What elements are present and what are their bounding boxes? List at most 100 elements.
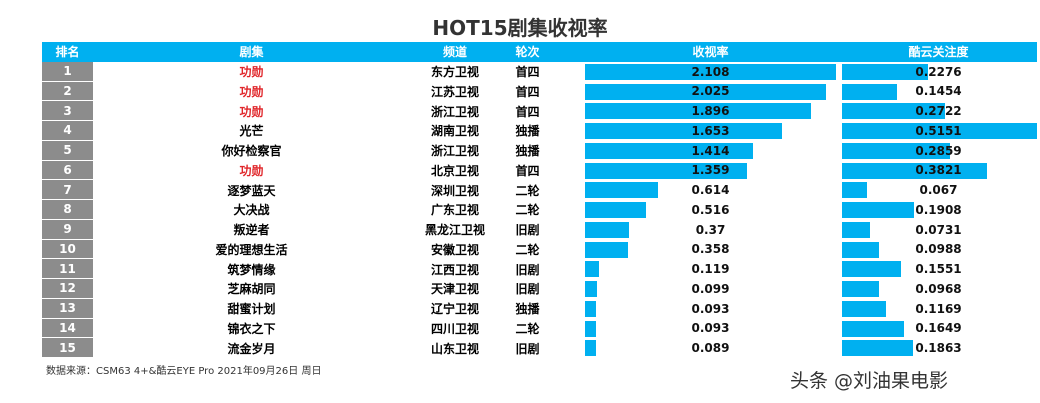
cell-rate: 0.358 xyxy=(583,240,838,260)
cell-rank: 12 xyxy=(42,279,93,299)
cell-drama: 功勋 xyxy=(239,65,264,80)
cell-att: 0.1454 xyxy=(840,82,1037,102)
cell-att: 0.1863 xyxy=(840,338,1037,358)
value-label: 0.1169 xyxy=(915,301,962,316)
cell-drama: 叛逆者 xyxy=(233,223,270,238)
attention-bar xyxy=(842,202,915,218)
cell-rate: 0.093 xyxy=(583,299,838,319)
table-row: 11 筑梦情缘 江西卫视 旧剧 0.119 0.1551 xyxy=(42,259,1037,279)
rating-bar xyxy=(585,202,647,218)
cell-att: 0.1908 xyxy=(840,200,1037,220)
value-label: 0.614 xyxy=(691,183,730,198)
data-source: 数据来源：CSM63 4+&酷云EYE Pro 2021年09月26日 周日 xyxy=(46,366,322,377)
cell-rate: 0.37 xyxy=(583,220,838,240)
value-label: 0.0968 xyxy=(915,281,962,296)
rating-bar xyxy=(585,162,747,179)
cell-rank: 4 xyxy=(42,121,93,141)
cell-chan: 浙江卫视 xyxy=(430,104,479,119)
cell-rate: 1.896 xyxy=(583,101,838,121)
cell-rate: 2.108 xyxy=(583,62,838,82)
rating-bar xyxy=(585,83,827,100)
cell-drama: 大决战 xyxy=(233,203,270,218)
cell-rank: 3 xyxy=(42,101,93,121)
attention-bar xyxy=(842,142,951,159)
cell-rate: 0.093 xyxy=(583,319,838,339)
cell-att: 0.5151 xyxy=(840,121,1037,141)
cell-drama: 爱的理想生活 xyxy=(215,242,288,257)
rating-bar xyxy=(585,300,597,317)
cell-chan: 黑龙江卫视 xyxy=(424,223,485,238)
cell-round: 独播 xyxy=(515,124,540,139)
rating-bar xyxy=(585,221,630,238)
cell-rank: 14 xyxy=(42,318,93,339)
cell-att: 0.067 xyxy=(840,180,1037,200)
cell-chan: 江西卫视 xyxy=(430,262,479,277)
cell-chan: 深圳卫视 xyxy=(430,183,479,198)
rating-bar xyxy=(585,320,597,337)
value-label: 0.358 xyxy=(691,242,730,257)
header-chan: 频道 xyxy=(442,45,467,60)
cell-att: 0.0968 xyxy=(840,279,1037,299)
table-row: 3 功勋 浙江卫视 首四 1.896 0.2722 xyxy=(42,101,1037,121)
table-row: 10 爱的理想生活 安徽卫视 二轮 0.358 0.0988 xyxy=(42,239,1037,260)
table-row: 2 功勋 江苏卫视 首四 2.025 0.1454 xyxy=(42,81,1037,102)
value-label: 0.1863 xyxy=(915,341,962,356)
rating-bar xyxy=(585,261,600,278)
cell-drama: 流金岁月 xyxy=(227,341,276,356)
cell-rank: 2 xyxy=(42,81,93,102)
rating-bar xyxy=(585,241,628,258)
table-row: 6 功勋 北京卫视 首四 1.359 0.3821 xyxy=(42,160,1037,181)
attention-bar xyxy=(842,300,887,317)
table-row: 13 甜蜜计划 辽宁卫视 独播 0.093 0.1169 xyxy=(42,298,1037,319)
cell-rank: 11 xyxy=(42,259,93,279)
cell-rate: 0.089 xyxy=(583,338,838,358)
value-label: 0.093 xyxy=(691,301,730,316)
cell-att: 0.0731 xyxy=(840,220,1037,240)
cell-chan: 江苏卫视 xyxy=(430,84,479,99)
rating-bar xyxy=(585,123,782,139)
cell-round: 首四 xyxy=(515,84,540,99)
header-att: 酷云关注度 xyxy=(908,45,969,60)
cell-drama: 筑梦情缘 xyxy=(227,262,276,277)
cell-att: 0.2276 xyxy=(840,62,1037,82)
cell-drama: 功勋 xyxy=(239,163,264,178)
value-label: 1.653 xyxy=(691,123,730,138)
cell-round: 旧剧 xyxy=(515,223,540,238)
table-row: 9 叛逆者 黑龙江卫视 旧剧 0.37 0.0731 xyxy=(42,219,1037,240)
cell-rank: 8 xyxy=(42,200,93,220)
value-label: 0.099 xyxy=(691,281,730,296)
table-row: 4 光芒 湖南卫视 独播 1.653 0.5151 xyxy=(42,121,1037,141)
header-rate: 收视率 xyxy=(692,45,729,60)
attention-bar xyxy=(842,340,913,357)
cell-rate: 0.099 xyxy=(583,279,838,299)
cell-round: 首四 xyxy=(515,163,540,178)
cell-rate: 0.119 xyxy=(583,259,838,279)
cell-att: 0.1649 xyxy=(840,319,1037,339)
cell-round: 二轮 xyxy=(515,183,540,198)
cell-rank: 13 xyxy=(42,298,93,319)
cell-att: 0.0988 xyxy=(840,240,1037,260)
cell-drama: 功勋 xyxy=(239,84,264,99)
header-rank: 排名 xyxy=(55,45,80,60)
table-row: 1 功勋 东方卫视 首四 2.108 0.2276 xyxy=(42,61,1037,82)
header-drama: 剧集 xyxy=(239,45,264,60)
attention-bar xyxy=(842,83,898,100)
cell-att: 0.2859 xyxy=(840,141,1037,161)
attention-bar xyxy=(842,261,901,278)
value-label: 2.108 xyxy=(691,64,730,79)
cell-round: 旧剧 xyxy=(515,282,540,297)
value-label: 0.37 xyxy=(695,222,726,237)
ratings-table: 排名 剧集 频道 轮次 收视率 酷云关注度 1 功勋 东方卫视 首四 2.108 0.2276 2 功勋… xyxy=(42,42,1037,358)
value-label: 1.414 xyxy=(691,143,730,158)
cell-round: 独播 xyxy=(515,144,540,159)
value-label: 0.1908 xyxy=(915,202,962,217)
cell-chan: 东方卫视 xyxy=(430,65,479,80)
cell-chan: 湖南卫视 xyxy=(430,124,479,139)
table-row: 12 芝麻胡同 天津卫视 旧剧 0.099 0.0968 xyxy=(42,279,1037,299)
table-row: 14 锦衣之下 四川卫视 二轮 0.093 0.1649 xyxy=(42,318,1037,339)
value-label: 0.2859 xyxy=(915,143,962,158)
cell-round: 旧剧 xyxy=(515,341,540,356)
value-label: 0.3821 xyxy=(915,163,962,178)
cell-rank: 6 xyxy=(42,160,93,181)
cell-rate: 0.516 xyxy=(583,200,838,220)
